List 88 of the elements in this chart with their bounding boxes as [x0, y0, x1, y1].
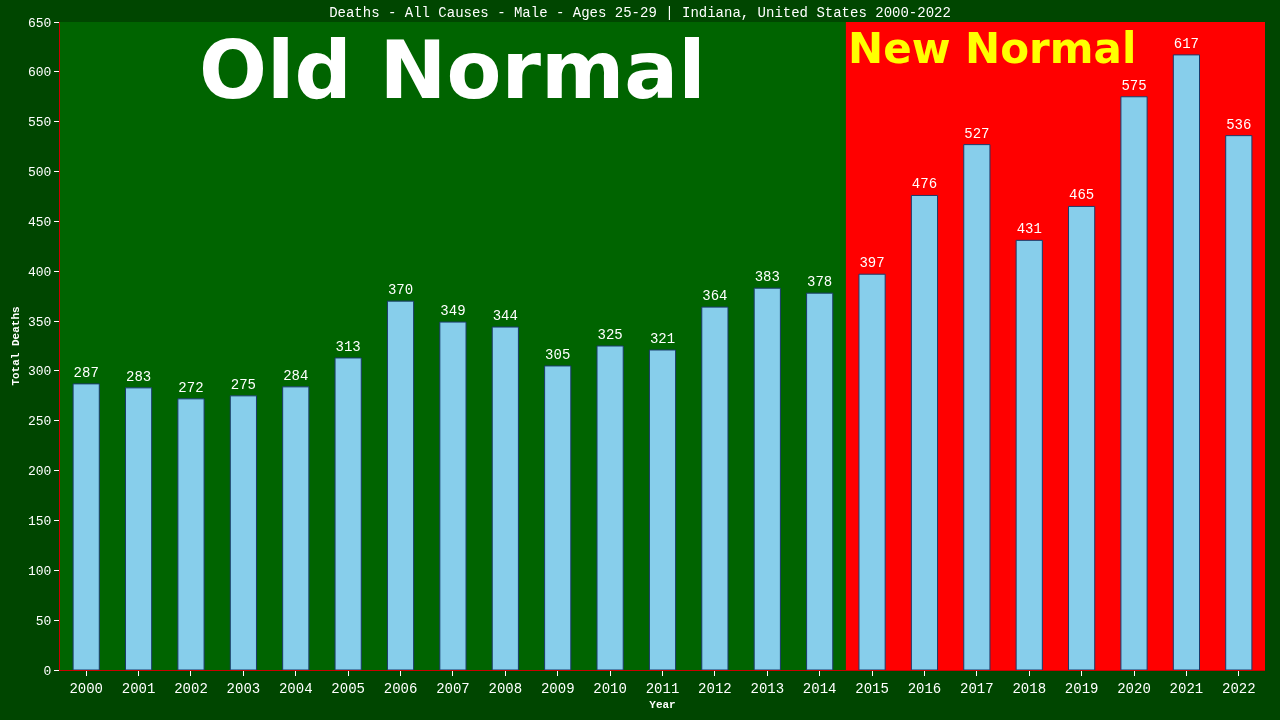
bar — [491, 326, 519, 670]
x-tick-label: 2006 — [383, 680, 418, 697]
data-label: 275 — [230, 376, 256, 393]
x-tick-label: 2020 — [1117, 680, 1151, 697]
data-label: 536 — [1226, 116, 1252, 133]
x-tick-label: 2022 — [1222, 680, 1256, 697]
data-label: 465 — [1069, 187, 1095, 204]
data-label: 431 — [1016, 221, 1042, 238]
x-tick-label: 2005 — [331, 680, 365, 697]
x-axis-title: Year — [649, 699, 676, 711]
bar — [229, 395, 257, 670]
bar — [596, 345, 624, 670]
y-tick-label: 300 — [27, 364, 52, 380]
data-label: 617 — [1173, 35, 1200, 52]
bar — [334, 357, 362, 670]
data-label: 325 — [597, 327, 623, 343]
y-tick-label: 450 — [27, 214, 52, 230]
data-label: 575 — [1121, 77, 1147, 94]
bar — [701, 306, 729, 670]
bar — [439, 321, 467, 670]
bar — [963, 144, 991, 670]
bar — [1225, 135, 1253, 670]
data-label: 364 — [702, 288, 728, 305]
y-tick-label: 600 — [27, 65, 52, 81]
bar — [753, 287, 781, 670]
x-tick-label: 2018 — [1012, 680, 1047, 697]
x-tick-label: 2007 — [436, 680, 470, 697]
x-tick-label: 2010 — [593, 680, 627, 697]
bar — [544, 365, 572, 670]
y-tick-label: 400 — [27, 264, 52, 280]
x-tick-label: 2002 — [174, 680, 208, 697]
x-tick-label: 2016 — [907, 680, 942, 697]
data-label: 349 — [440, 303, 466, 320]
data-label: 397 — [859, 255, 885, 272]
band-label: Old Normal — [199, 24, 706, 117]
x-tick-label: 2001 — [121, 680, 156, 697]
data-label: 383 — [754, 269, 780, 286]
x-tick-label: 2008 — [488, 680, 523, 697]
y-tick-label: 650 — [27, 15, 52, 31]
data-label: 305 — [545, 346, 571, 363]
x-tick-label: 2004 — [278, 680, 313, 697]
data-label: 313 — [335, 338, 361, 355]
x-tick-label: 2000 — [69, 680, 103, 697]
band-label: New Normal — [848, 24, 1137, 73]
data-label: 272 — [178, 379, 204, 396]
data-label: 321 — [649, 330, 676, 347]
y-tick-label: 350 — [27, 314, 52, 330]
x-tick-label: 2013 — [750, 680, 785, 697]
bar — [806, 292, 834, 670]
y-tick-label: 0 — [43, 663, 52, 679]
x-tick-label: 2012 — [698, 680, 732, 697]
data-label: 283 — [125, 368, 152, 385]
y-tick-label: 250 — [27, 414, 52, 430]
y-tick-label: 200 — [27, 464, 52, 480]
data-label: 527 — [964, 125, 990, 142]
bar — [386, 300, 415, 670]
y-tick-label: 150 — [27, 514, 52, 530]
data-label: 344 — [492, 308, 518, 325]
bar — [177, 398, 205, 670]
y-tick-label: 500 — [27, 165, 52, 181]
y-axis-title: Total Deaths — [9, 306, 22, 386]
data-label: 287 — [73, 364, 99, 381]
x-tick-label: 2014 — [802, 680, 837, 697]
y-tick-label: 550 — [27, 115, 52, 131]
bar — [124, 387, 153, 670]
x-tick-label: 2015 — [855, 680, 889, 697]
x-tick-label: 2019 — [1064, 680, 1099, 697]
bar — [858, 273, 886, 670]
y-tick-label: 100 — [27, 563, 52, 579]
x-tick-label: 2017 — [960, 680, 994, 697]
data-label: 284 — [283, 367, 309, 384]
bar — [1015, 239, 1043, 670]
bar — [910, 194, 939, 670]
bar — [282, 386, 310, 670]
x-tick-label: 2003 — [226, 680, 261, 697]
data-label: 476 — [911, 176, 938, 193]
data-label: 378 — [807, 274, 833, 291]
bar — [1172, 54, 1201, 670]
x-tick-label: 2009 — [540, 680, 575, 697]
x-tick-label: 2021 — [1169, 680, 1204, 697]
x-tick-label: 2011 — [645, 680, 680, 697]
bar — [72, 383, 100, 670]
data-label: 370 — [387, 282, 414, 299]
bar — [1120, 96, 1148, 670]
bar — [648, 349, 677, 670]
chart-title: Deaths - All Causes - Male - Ages 25-29 | Indiana, United States 2000-2022 — [329, 5, 951, 21]
bar — [1068, 205, 1096, 670]
y-tick-label: 50 — [35, 613, 52, 629]
